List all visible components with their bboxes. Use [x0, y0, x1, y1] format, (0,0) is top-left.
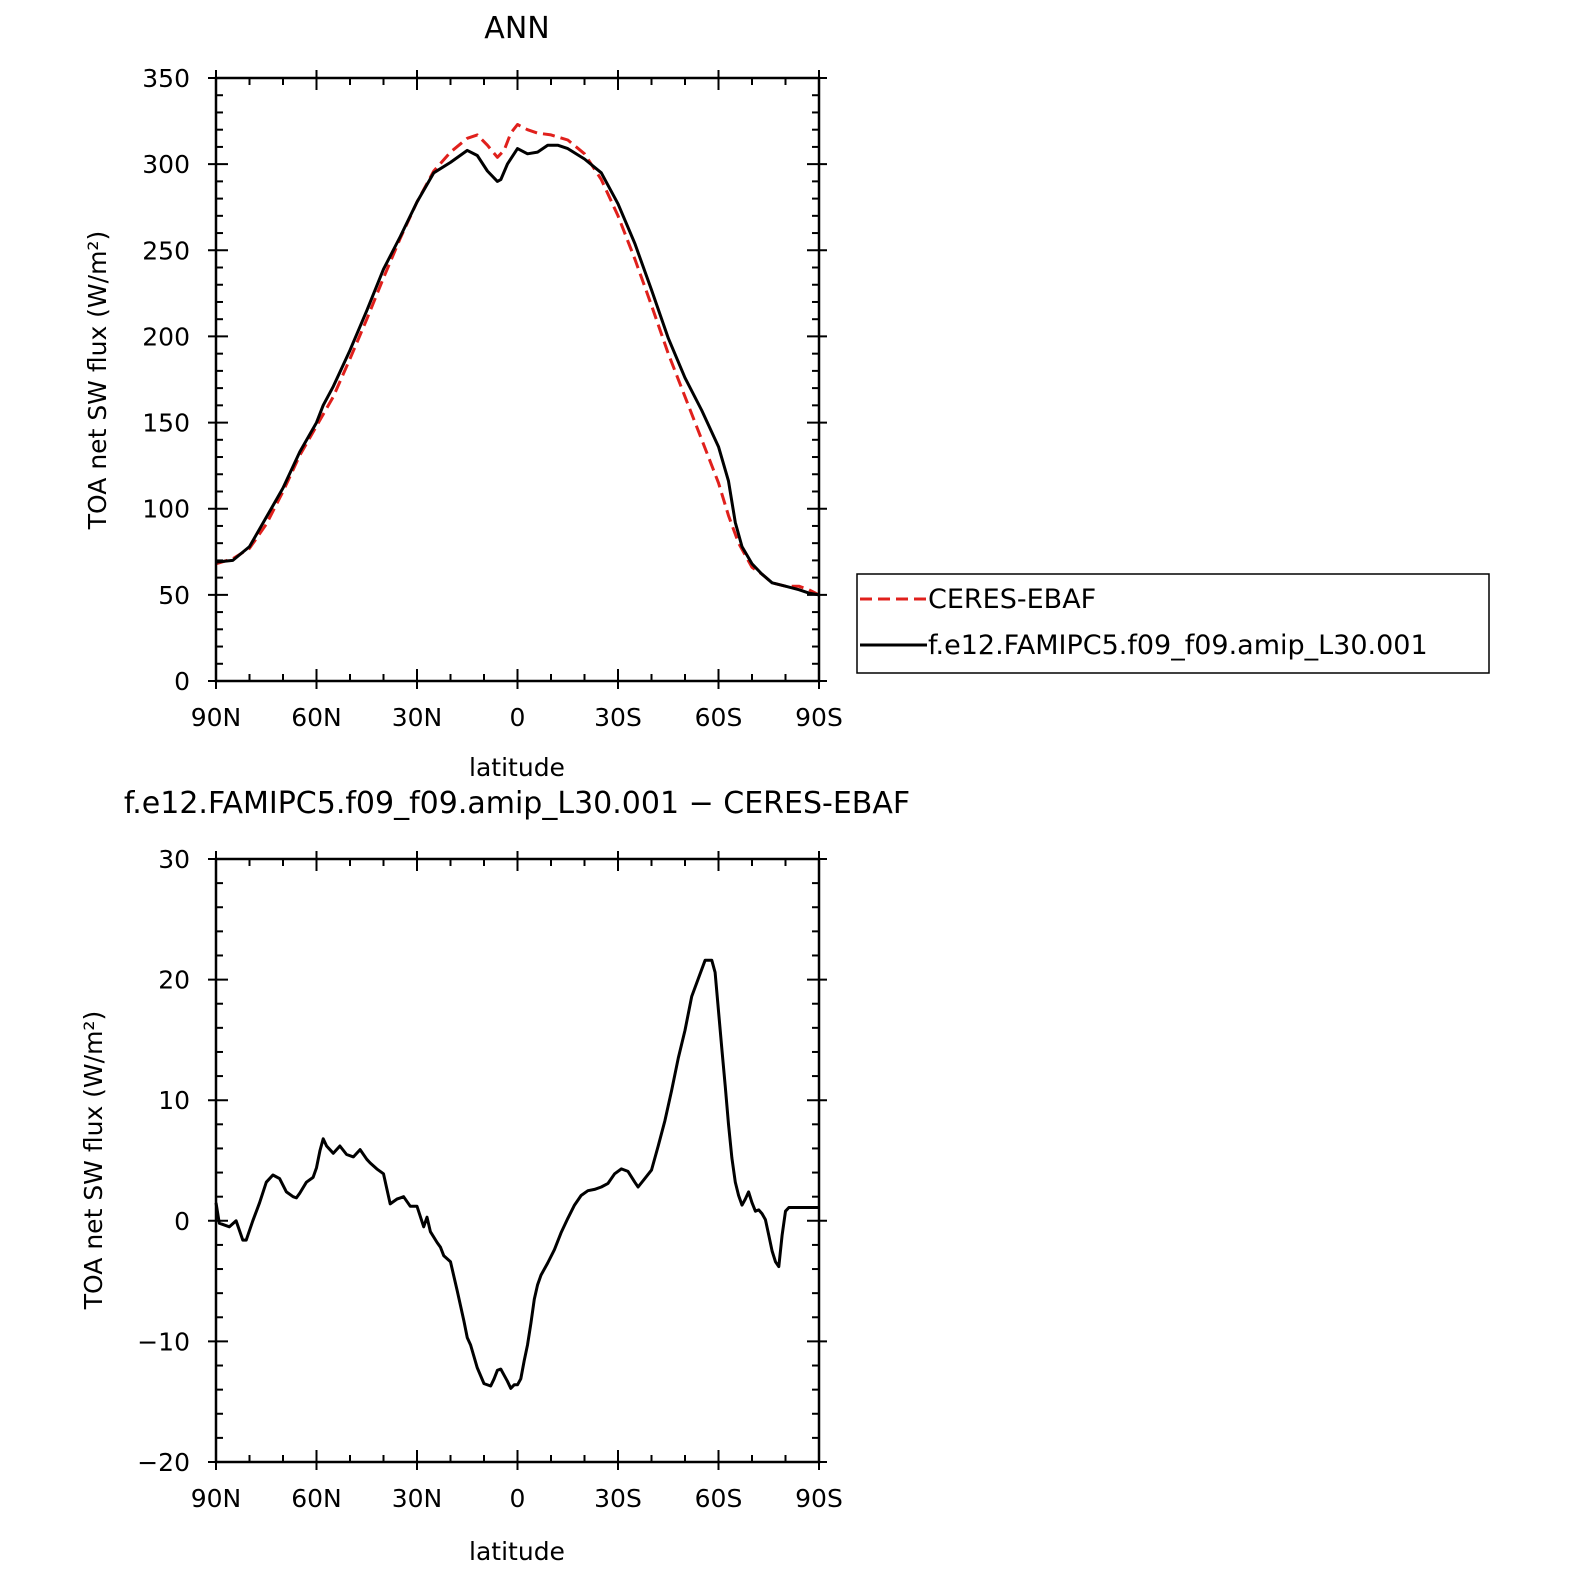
bottom-plot-title: f.e12.FAMIPC5.f09_f09.amip_L30.001 − CER…	[124, 786, 910, 821]
y-tick-label: −10	[137, 1327, 190, 1356]
bottom-y-tick-labels: −20 −10 0 10 20 30	[137, 845, 190, 1477]
top-y-axis-title: TOA net SW flux (W/m²)	[83, 231, 112, 530]
top-panel: ANN 90N 60N 30N 0 30S 60S 90S 0 50 100 150 200 250 3…	[83, 11, 843, 782]
x-tick-label: 90N	[191, 703, 242, 732]
series-line-0-1	[215, 143, 820, 597]
bottom-series-group	[214, 958, 819, 1390]
y-tick-label: 150	[142, 409, 190, 438]
bottom-minor-ticks	[208, 851, 827, 1470]
x-tick-label: 60N	[291, 703, 342, 732]
x-tick-label: 0	[510, 1484, 526, 1513]
x-tick-label: 0	[510, 703, 526, 732]
bottom-plot-frame	[214, 857, 821, 1464]
legend-label-model: f.e12.FAMIPC5.f09_f09.amip_L30.001	[928, 630, 1428, 661]
top-minor-ticks	[208, 70, 827, 689]
x-tick-label: 30N	[392, 703, 443, 732]
legend: CERES-EBAF f.e12.FAMIPC5.f09_f09.amip_L3…	[856, 573, 1490, 674]
y-tick-label: 350	[142, 64, 190, 93]
top-plot-frame	[214, 76, 821, 683]
x-tick-label: 90S	[795, 703, 843, 732]
x-tick-label: 60S	[695, 703, 743, 732]
x-tick-label: 90N	[191, 1484, 242, 1513]
top-x-tick-labels: 90N 60N 30N 0 30S 60S 90S	[191, 703, 843, 732]
y-tick-label: 10	[158, 1086, 190, 1115]
y-tick-label: 100	[142, 495, 190, 524]
top-x-axis-title: latitude	[469, 753, 565, 782]
y-tick-label: 250	[142, 236, 190, 265]
y-tick-label: 0	[174, 667, 190, 696]
y-tick-label: −20	[137, 1448, 190, 1477]
bottom-x-tick-labels: 90N 60N 30N 0 30S 60S 90S	[191, 1484, 843, 1513]
x-tick-label: 60S	[695, 1484, 743, 1513]
x-tick-label: 90S	[795, 1484, 843, 1513]
legend-label-ceres: CERES-EBAF	[928, 584, 1096, 615]
y-tick-label: 300	[142, 150, 190, 179]
x-tick-label: 30S	[594, 703, 642, 732]
y-tick-label: 30	[158, 845, 190, 874]
y-tick-label: 20	[158, 966, 190, 995]
y-tick-label: 0	[174, 1207, 190, 1236]
top-plot-title: ANN	[484, 11, 549, 46]
legend-box	[856, 573, 1490, 674]
bottom-panel: f.e12.FAMIPC5.f09_f09.amip_L30.001 − CER…	[79, 786, 910, 1566]
top-y-tick-labels: 0 50 100 150 200 250 300 350	[142, 64, 190, 696]
y-tick-label: 50	[158, 581, 190, 610]
x-tick-label: 60N	[291, 1484, 342, 1513]
top-series-group	[215, 123, 820, 597]
x-tick-label: 30N	[392, 1484, 443, 1513]
series-line-1-0	[214, 958, 819, 1390]
bottom-x-axis-title: latitude	[469, 1537, 565, 1566]
bottom-y-axis-title: TOA net SW flux (W/m²)	[79, 1011, 108, 1310]
series-line-0-0	[215, 123, 820, 597]
y-tick-label: 200	[142, 322, 190, 351]
x-tick-label: 30S	[594, 1484, 642, 1513]
